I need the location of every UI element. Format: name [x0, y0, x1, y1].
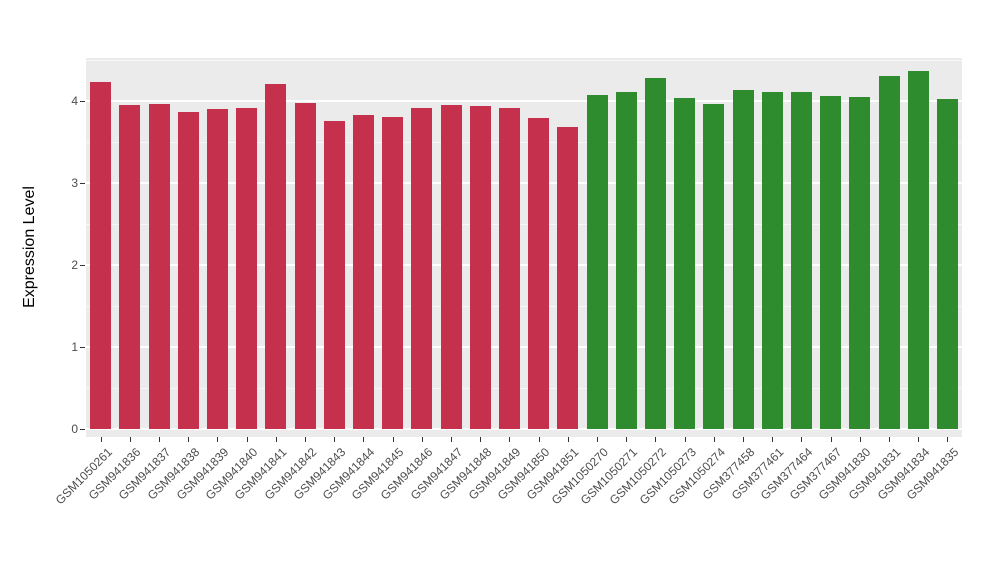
bar [206, 109, 228, 429]
x-tick-mark [538, 437, 540, 442]
gridline-major [86, 428, 962, 430]
gridline-minor [86, 223, 962, 225]
x-tick-mark [626, 437, 628, 442]
bar [644, 78, 666, 429]
bar [820, 96, 842, 429]
y-tick-mark [80, 265, 85, 266]
bar [382, 116, 404, 429]
bar [557, 127, 579, 429]
bar [674, 97, 696, 429]
bar [703, 104, 725, 429]
bar [148, 104, 170, 429]
gridline-major [86, 264, 962, 266]
y-tick-label: 3 [71, 176, 78, 190]
y-tick-mark [80, 347, 85, 348]
bar [761, 91, 783, 429]
bar [878, 76, 900, 429]
y-tick-mark [80, 183, 85, 184]
x-tick-mark [918, 437, 920, 442]
x-tick-mark [743, 437, 744, 442]
x-tick-mark [480, 437, 482, 442]
x-tick-mark [246, 437, 248, 442]
y-tick-label: 1 [71, 340, 78, 354]
x-tick-mark [392, 437, 394, 442]
x-tick-mark [275, 437, 277, 442]
x-tick-mark [830, 437, 832, 442]
x-tick-mark [451, 437, 452, 442]
x-tick-mark [100, 437, 102, 442]
gridline-minor [86, 141, 962, 143]
bar [586, 95, 608, 429]
x-tick-mark [684, 437, 686, 442]
x-tick-mark [188, 437, 190, 442]
x-tick-mark [655, 437, 657, 442]
bar [119, 105, 141, 429]
x-tick-mark [859, 437, 861, 442]
x-tick-mark [334, 437, 336, 442]
gridline-minor [86, 59, 962, 61]
x-tick-mark [889, 437, 890, 442]
bar [440, 105, 462, 429]
x-tick-mark [305, 437, 306, 442]
x-tick-mark [509, 437, 511, 442]
x-tick-mark [772, 437, 774, 442]
bar [90, 82, 112, 429]
x-tick-mark [159, 437, 160, 442]
bar [236, 108, 258, 429]
y-tick-label: 2 [71, 258, 78, 272]
bar [936, 98, 958, 429]
y-tick-label: 0 [71, 422, 78, 436]
y-tick-mark [80, 101, 85, 102]
bar [352, 114, 374, 429]
bar [498, 108, 520, 429]
gridline-minor [86, 387, 962, 389]
plot-area [86, 58, 962, 437]
y-tick-label: 4 [71, 94, 78, 108]
bar [528, 118, 550, 429]
x-tick-mark [363, 437, 365, 442]
y-axis-title: Expression Level [21, 186, 38, 308]
bar [411, 107, 433, 429]
x-tick-mark [217, 437, 219, 442]
bar [615, 91, 637, 429]
x-tick-mark [713, 437, 715, 442]
bar [323, 120, 345, 429]
gridline-major [86, 346, 962, 348]
bar [177, 112, 199, 429]
gridline-minor [86, 305, 962, 307]
x-tick-mark [129, 437, 131, 442]
bar [790, 91, 812, 429]
bar [732, 90, 754, 429]
bar [849, 96, 871, 429]
x-tick-mark [801, 437, 803, 442]
bar [265, 83, 287, 429]
x-tick-mark [597, 437, 598, 442]
gridline-major [86, 100, 962, 102]
gridline-major [86, 182, 962, 184]
x-tick-mark [421, 437, 423, 442]
x-tick-mark [947, 437, 949, 442]
bar [294, 102, 316, 429]
bar [469, 105, 491, 429]
y-tick-mark [80, 429, 85, 430]
bar [907, 71, 929, 429]
x-tick-mark [567, 437, 569, 442]
